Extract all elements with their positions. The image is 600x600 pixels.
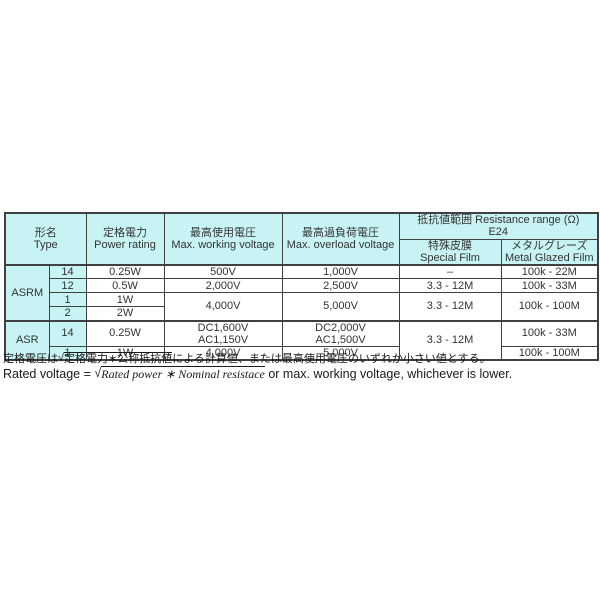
header-type-jp: 形名 <box>34 226 57 239</box>
header-special-en: Special Film <box>420 251 480 264</box>
working-voltage-dc: DC1,600V <box>197 321 249 334</box>
table-row-asrm-12: 12 0.5W 2,000V 2,500V 3.3 - 12M 100k - 3… <box>5 278 599 293</box>
size-cell: 14 <box>48 319 87 347</box>
header-special-film: 特殊皮膜 Special Film <box>398 238 502 265</box>
header-resistance-title: 抵抗値範囲 Resistance range (Ω) <box>417 214 580 227</box>
header-metal-glazed-film: メタルグレーズ Metal Glazed Film <box>500 238 599 265</box>
size-cell: 1 <box>48 345 87 360</box>
header-power-jp: 定格電力 <box>103 226 148 239</box>
metal-glazed-cell: 100k - 22M <box>500 263 599 279</box>
header-working-jp: 最高使用電圧 <box>190 226 257 239</box>
power-cell: 1W <box>85 292 165 307</box>
working-voltage-cell: DC1,600V AC1,150V <box>163 319 283 347</box>
type-cell-asrm: ASRM <box>4 263 50 321</box>
header-metal-en: Metal Glazed Film <box>504 251 594 264</box>
working-voltage-ac: AC1,150V <box>197 333 249 346</box>
power-cell: 0.25W <box>85 263 165 279</box>
table-row-asrm-14: ASRM 14 0.25W 500V 1,000V – 100k - 22M <box>4 263 599 321</box>
footnote-en-radicand: Rated power ∗ Nominal resistace <box>101 366 265 381</box>
metal-glazed-cell: 100k - 33M <box>500 278 599 293</box>
metal-glazed-cell: 100k - 100M <box>500 345 599 360</box>
type-cell-asr: ASR <box>4 319 50 360</box>
special-film-cell: 3.3 - 12M <box>398 319 502 360</box>
table-row-asr-1: 1 1W 4,000V 5,000V 100k - 100M <box>5 345 599 360</box>
header-resistance-range: 抵抗値範囲 Resistance range (Ω) E24 <box>398 212 599 240</box>
working-voltage-cell: 500V <box>163 263 283 279</box>
footnote-english: Rated voltage = √Rated power ∗ Nominal r… <box>3 366 512 382</box>
header-power-en: Power rating <box>94 238 156 251</box>
size-cell: 14 <box>48 263 87 279</box>
overload-voltage-cell: 2,500V <box>281 278 400 293</box>
overload-voltage-cell: 5,000V <box>281 292 400 321</box>
header-power-rating: 定格電力 Power rating <box>85 212 165 265</box>
special-film-cell: 3.3 - 12M <box>398 278 502 293</box>
footnote-japanese: 定格電圧は√定格電力∗公称抵抗値による計算値、または最高使用電圧のいずれか小さい… <box>3 352 491 366</box>
overload-voltage-cell: DC2,000V AC1,500V <box>281 319 400 347</box>
header-overload-en: Max. overload voltage <box>286 238 395 251</box>
footnote-jp-radicand: 定格電力∗公称抵抗値 <box>64 352 173 365</box>
header-special-jp: 特殊皮膜 <box>428 239 473 252</box>
overload-voltage-cell: 1,000V <box>281 263 400 279</box>
header-type-en: Type <box>33 238 58 251</box>
power-cell: 0.5W <box>85 278 165 293</box>
footnote-en-suffix: or max. working voltage, whichever is lo… <box>264 367 513 381</box>
table-row-asrm-1: 1 1W 4,000V 5,000V 3.3 - 12M 100k - 100M <box>5 292 599 321</box>
size-cell: 12 <box>48 278 87 293</box>
power-cell: 2W <box>85 306 165 321</box>
metal-glazed-cell: 100k - 100M <box>500 292 599 321</box>
footnote-jp-prefix: 定格電圧は <box>3 353 58 365</box>
table-row-asr-14: ASR 14 0.25W DC1,600V AC1,150V DC2,000V … <box>4 319 599 360</box>
header-row-1: 形名 Type 定格電力 Power rating 最高使用電圧 Max. wo… <box>4 212 599 265</box>
overload-voltage-ac: AC1,500V <box>315 333 366 346</box>
resistor-spec-table: 形名 Type 定格電力 Power rating 最高使用電圧 Max. wo… <box>4 212 600 361</box>
working-voltage-cell: 2,000V <box>163 278 283 293</box>
header-row-2: 特殊皮膜 Special Film メタルグレーズ Metal Glazed F… <box>5 238 599 265</box>
sqrt-symbol: √ <box>94 366 102 380</box>
footnote-jp-suffix: による計算値、または最高使用電圧のいずれか小さい値とする。 <box>172 353 491 365</box>
header-metal-jp: メタルグレーズ <box>511 239 588 252</box>
metal-glazed-cell: 100k - 33M <box>500 319 599 347</box>
header-max-overload-voltage: 最高過負荷電圧 Max. overload voltage <box>281 212 400 265</box>
header-overload-jp: 最高過負荷電圧 <box>302 226 380 239</box>
header-type: 形名 Type <box>4 212 87 265</box>
size-cell: 2 <box>48 306 87 321</box>
sqrt-symbol: √ <box>58 352 65 364</box>
special-film-cell: – <box>398 263 502 279</box>
special-film-cell: 3.3 - 12M <box>398 292 502 321</box>
header-working-en: Max. working voltage <box>171 238 275 251</box>
size-cell: 1 <box>48 292 87 307</box>
power-cell: 0.25W <box>85 319 165 347</box>
working-voltage-cell: 4,000V <box>163 345 283 360</box>
footnote-en-prefix: Rated voltage = <box>3 367 95 381</box>
working-voltage-cell: 4,000V <box>163 292 283 321</box>
overload-voltage-dc: DC2,000V <box>315 321 366 334</box>
header-max-working-voltage: 最高使用電圧 Max. working voltage <box>163 212 283 265</box>
overload-voltage-cell: 5,000V <box>281 345 400 360</box>
header-resistance-series: E24 <box>488 226 509 239</box>
